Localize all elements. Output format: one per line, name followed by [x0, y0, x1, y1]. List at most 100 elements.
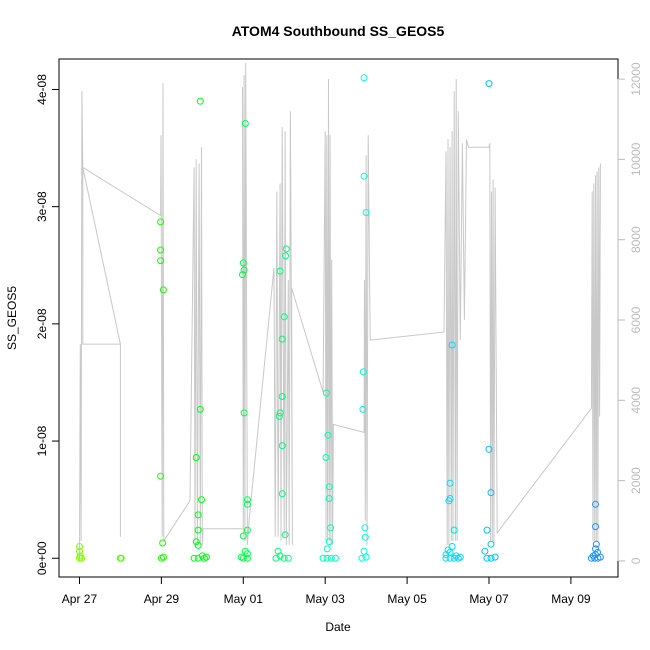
data-point: [281, 531, 289, 539]
data-point: [491, 553, 499, 561]
y-axis-right: 0 2000 4000 6000 8000 10000 12000: [617, 62, 643, 564]
data-point: [456, 553, 464, 561]
data-point: [276, 409, 284, 417]
data-point: [327, 524, 334, 532]
data-point: [275, 412, 283, 420]
data-point: [272, 554, 280, 562]
x-axis: Apr 27 Apr 29 May 01 May 03 May 05 May 07 May …: [62, 576, 591, 606]
y-axis-label: SS_GEOS5: [5, 286, 19, 350]
x-tick-label: Apr 29: [144, 592, 180, 606]
data-point: [592, 551, 599, 559]
data-point: [194, 511, 202, 519]
data-point: [159, 553, 167, 561]
data-point: [159, 539, 167, 547]
data-point: [487, 489, 495, 497]
data-point: [157, 472, 165, 480]
data-point: [243, 554, 251, 562]
x-tick-label: May 03: [306, 592, 346, 606]
data-point: [446, 554, 454, 562]
y-tick-label: 3e-08: [35, 191, 49, 222]
data-point: [202, 553, 210, 561]
data-point: [331, 554, 339, 562]
data-point: [361, 524, 369, 532]
data-point: [237, 553, 245, 561]
data-point: [452, 552, 460, 560]
data-point: [360, 74, 368, 82]
data-point: [487, 540, 495, 548]
data-point: [592, 523, 599, 531]
data-points-layer: [76, 74, 604, 562]
data-point: [190, 554, 198, 562]
data-point: [322, 454, 330, 461]
y-tick-label: 0e+00: [35, 541, 49, 575]
y2-tick-label: 6000: [629, 306, 643, 333]
data-point: [243, 526, 251, 534]
y2-tick-label: 2000: [629, 467, 643, 494]
chart-title: ATOM4 Southbound SS_GEOS5: [232, 23, 445, 39]
data-point: [325, 483, 333, 491]
data-point: [240, 409, 248, 417]
y2-tick-label: 4000: [629, 387, 643, 414]
data-point: [192, 454, 200, 461]
data-point: [362, 209, 370, 216]
data-point: [194, 541, 202, 549]
data-point: [157, 218, 165, 226]
data-point: [325, 538, 333, 546]
data-point: [239, 271, 246, 279]
altitude-line-layer: [79, 62, 601, 561]
y2-tick-label: 0: [629, 557, 643, 564]
altitude-line: [79, 62, 601, 561]
data-point: [592, 500, 599, 508]
data-point: [322, 389, 330, 397]
data-point: [192, 538, 200, 546]
data-point: [159, 286, 167, 294]
data-point: [319, 554, 327, 562]
y-axis-left: 0e+00 1e-08 2e-08 3e-08 4e-08: [35, 74, 60, 575]
data-point: [448, 341, 456, 349]
data-point: [243, 496, 251, 504]
data-point: [327, 554, 335, 562]
data-point: [276, 552, 284, 560]
data-point: [196, 97, 204, 105]
data-point: [360, 172, 368, 180]
x-tick-label: May 07: [469, 592, 509, 606]
data-point: [157, 246, 165, 254]
y2-tick-label: 10000: [629, 142, 643, 176]
data-point: [76, 547, 83, 555]
data-point: [592, 540, 600, 548]
y2-tick-label: 8000: [629, 226, 643, 253]
data-point: [325, 495, 333, 502]
data-point: [481, 547, 489, 555]
data-point: [284, 554, 292, 562]
data-point: [487, 554, 495, 562]
x-axis-label: Date: [325, 620, 351, 634]
plot-frame: [58, 58, 619, 578]
data-point: [239, 259, 247, 267]
data-point: [278, 393, 286, 400]
data-point: [483, 526, 491, 534]
data-point: [280, 313, 288, 321]
data-point: [278, 490, 286, 498]
data-point: [274, 547, 282, 555]
y-tick-label: 1e-08: [35, 425, 49, 456]
data-point: [442, 554, 450, 562]
data-point: [448, 543, 456, 550]
data-point: [282, 252, 289, 260]
data-point: [241, 120, 249, 127]
data-point: [243, 550, 251, 558]
data-point: [276, 267, 284, 275]
data-point: [157, 257, 165, 265]
x-tick-label: May 09: [551, 592, 591, 606]
data-point: [280, 554, 288, 562]
data-point: [196, 405, 204, 413]
y-tick-label: 4e-08: [35, 74, 49, 105]
data-point: [359, 368, 367, 376]
data-point: [358, 554, 366, 562]
data-point: [485, 80, 493, 88]
data-point: [76, 554, 83, 562]
data-point: [485, 445, 493, 453]
x-tick-label: Apr 27: [62, 592, 98, 606]
data-point: [323, 554, 331, 562]
data-point: [324, 431, 332, 439]
